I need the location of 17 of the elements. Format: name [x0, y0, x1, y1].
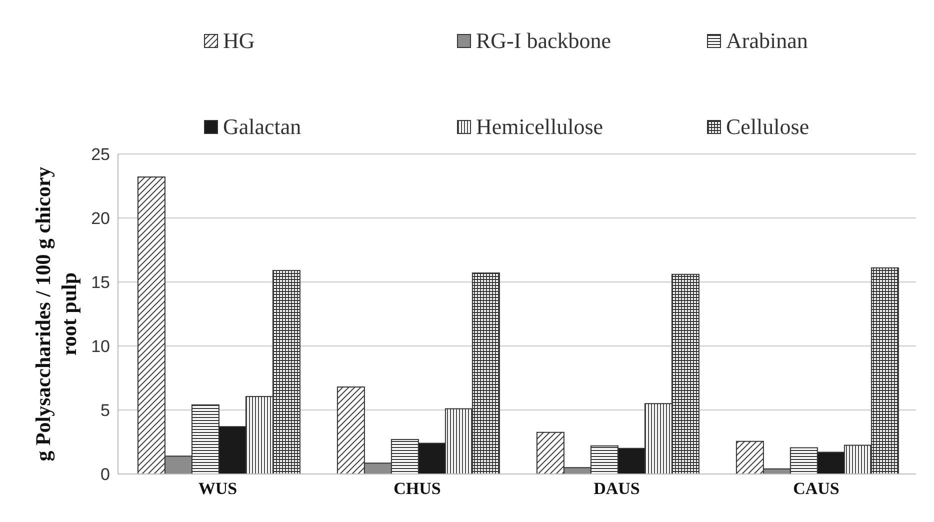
- legend-label: Arabinan: [726, 28, 808, 54]
- x-tick-label: WUS: [198, 479, 238, 498]
- legend-label: RG-I backbone: [476, 28, 612, 54]
- y-tick-label: 25: [91, 145, 110, 164]
- x-tick-label: CAUS: [793, 479, 840, 498]
- y-tick-label: 20: [91, 209, 110, 228]
- x-tick-label: CHUS: [394, 479, 441, 498]
- y-tick-label: 15: [91, 273, 110, 292]
- y-tick-label: 0: [100, 465, 110, 484]
- y-tick-label: 5: [100, 401, 110, 420]
- x-tick-label: DAUS: [594, 479, 640, 498]
- legend-label: Galactan: [223, 114, 302, 140]
- legend-label: Hemicellulose: [476, 114, 604, 140]
- y-axis-title: g Polysaccharides / 100 g chicory root pulp: [31, 166, 81, 462]
- legend-label: HG: [223, 28, 255, 54]
- y-tick-label: 10: [91, 337, 110, 356]
- legend-label: Cellulose: [726, 114, 810, 140]
